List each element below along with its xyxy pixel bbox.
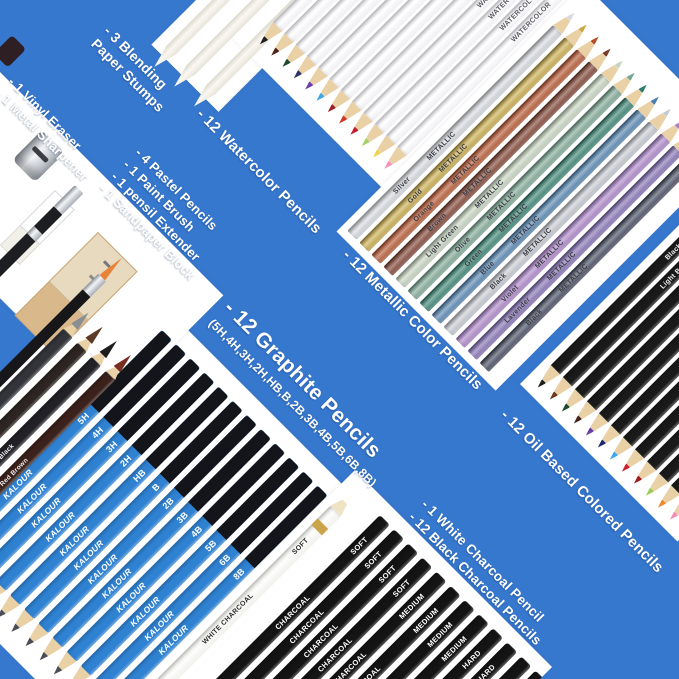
pencil-text: 3H — [103, 438, 120, 455]
pencil-text: HARD — [460, 648, 483, 671]
pencil-text: SOFT — [362, 549, 384, 571]
pencil-text: 6B — [217, 552, 233, 568]
pencil-text: HARD — [474, 662, 498, 679]
pencil-text: HB — [131, 467, 148, 484]
pencil-text: SOFT — [390, 577, 413, 599]
pencil-text: Gold — [406, 187, 424, 205]
pencil-text: 2B — [160, 495, 177, 512]
pencil-text: SOFT — [376, 563, 399, 585]
pencil-text: 3B — [174, 509, 191, 526]
pencil-text: 4H — [89, 424, 106, 441]
pencil-cap-object — [0, 35, 27, 68]
pencil-text: 5B — [202, 537, 219, 554]
pencil-text: 8B — [231, 566, 247, 582]
pencil-text: Blue — [479, 259, 496, 277]
pencil-text: B — [150, 481, 162, 494]
pencil-text: 2H — [118, 453, 134, 469]
pencil-text: 4B — [188, 523, 205, 540]
pencil-text: Black — [524, 307, 544, 328]
pencil-text: Olive — [453, 235, 472, 254]
